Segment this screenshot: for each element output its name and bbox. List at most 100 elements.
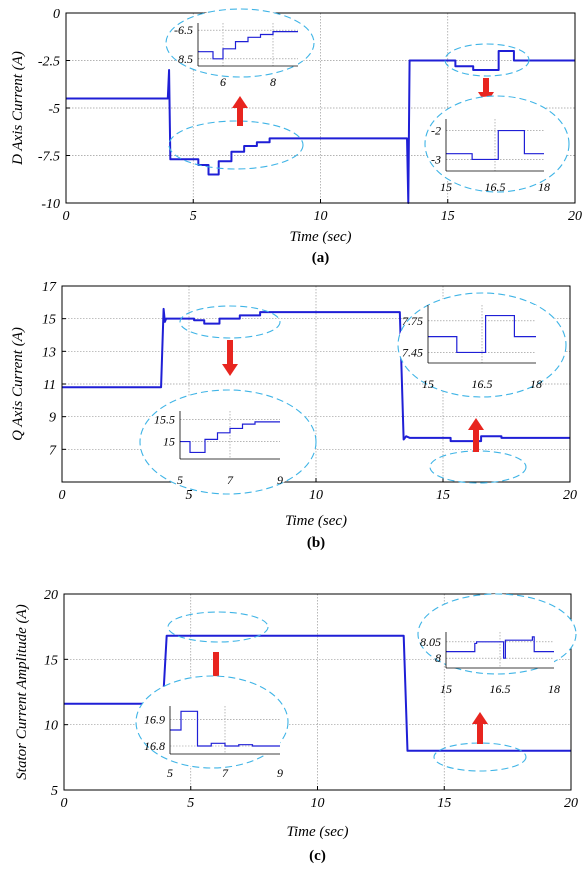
panel-caption: (b): [307, 535, 325, 551]
y-axis-label: D Axis Current (A): [10, 51, 26, 166]
inset-x-tick-label-0: 15: [440, 682, 452, 696]
highlight-ellipse-1: [433, 742, 527, 772]
inset-x-tick-label-0: 5: [167, 766, 173, 780]
inset-series-line: [446, 129, 544, 161]
panel-b: 0 5 10 15 20 17 15 13 11 9 7 Time (sec) Q Axis Curre…: [10, 280, 577, 551]
x-tick-label-0: 0: [59, 488, 66, 503]
inset-y-tick-label-1: 8: [435, 651, 441, 665]
highlight-ellipse-0: [168, 120, 304, 170]
x-tick-label-4: 20: [563, 488, 577, 503]
zoom-arrow-1: [472, 712, 488, 744]
arrow-shaft: [213, 652, 219, 676]
y-tick-label-2: 13: [42, 345, 56, 360]
inset-y-tick-label-0: 15.5: [154, 413, 175, 427]
inset-y-tick-label-1: 16.8: [144, 739, 165, 753]
y-tick-label-4: -10: [41, 197, 60, 212]
inset-x-tick-label-1: 16.5: [490, 682, 511, 696]
inset-y-tick-label-1: 15: [163, 435, 175, 449]
inset-x-tick-label-1: 8: [270, 75, 276, 89]
inset-plot-area: [198, 23, 298, 66]
highlight-ellipse-0: [167, 611, 269, 643]
x-tick-label-4: 20: [564, 796, 578, 811]
arrow-shaft: [483, 78, 489, 92]
zoom-arrow-0: [222, 340, 238, 376]
x-tick-label-3: 15: [436, 488, 450, 503]
arrow-shaft: [477, 724, 483, 744]
series-line: [66, 50, 575, 204]
panel-caption: (c): [309, 848, 326, 864]
inset-y-tick-label-1: 7.45: [402, 345, 423, 359]
inset-x-tick-label-1: 7: [222, 766, 229, 780]
panel-a: 0 5 10 15 20 0 -2.5 -5 -7.5 -10 Time (sec) D Axis C…: [10, 7, 582, 266]
arrow-head: [472, 712, 488, 724]
inset-x-tick-label-0: 6: [220, 75, 226, 89]
arrow-head: [222, 364, 238, 376]
inset-1: 15 16.5 18 7.75 7.45: [397, 292, 567, 398]
y-tick-label-0: 20: [44, 588, 58, 603]
highlight-ellipse-0: [179, 305, 281, 339]
inset-series-line: [170, 710, 280, 747]
panel-caption: (a): [312, 250, 330, 266]
y-tick-label-0: 0: [53, 7, 60, 22]
inset-y-tick-label-1: 8.5: [178, 52, 193, 66]
inset-y-tick-label-0: 7.75: [402, 314, 423, 328]
inset-x-tick-label-0: 15: [440, 180, 452, 194]
x-axis-label: Time (sec): [286, 824, 348, 840]
inset-x-tick-label-1: 7: [227, 473, 234, 487]
inset-x-tick-label-1: 16.5: [472, 377, 493, 391]
y-tick-label-2: -5: [48, 102, 60, 117]
inset-x-tick-label-0: 5: [177, 473, 183, 487]
x-tick-label-2: 10: [311, 796, 325, 811]
inset-y-tick-label-0: -6.5: [174, 23, 193, 37]
y-tick-label-1: 15: [44, 653, 58, 668]
y-tick-label-3: -7.5: [38, 150, 60, 165]
inset-series-line: [446, 636, 554, 659]
arrow-shaft: [227, 340, 233, 364]
x-tick-label-0: 0: [63, 209, 70, 224]
x-tick-label-4: 20: [568, 209, 582, 224]
x-tick-label-2: 10: [314, 209, 328, 224]
inset-0: 5 7 9 16.9 16.8: [135, 675, 289, 780]
inset-0: 5 7 9 15.5 15: [139, 389, 317, 495]
arrow-head: [468, 418, 484, 430]
inset-x-tick-label-0: 15: [422, 377, 434, 391]
inset-series-line: [428, 314, 536, 354]
inset-x-tick-label-1: 16.5: [485, 180, 506, 194]
x-axis-label: Time (sec): [285, 513, 347, 529]
x-tick-label-3: 15: [437, 796, 451, 811]
x-tick-label-1: 5: [187, 796, 194, 811]
x-axis-label: Time (sec): [289, 229, 351, 245]
inset-x-tick-label-2: 18: [538, 180, 550, 194]
y-tick-label-1: 15: [42, 313, 56, 328]
inset-series-line: [198, 31, 298, 60]
x-tick-label-0: 0: [61, 796, 68, 811]
inset-x-tick-label-2: 18: [548, 682, 560, 696]
y-tick-label-5: 7: [49, 443, 57, 458]
inset-0: 6 8 -6.5 8.5: [165, 8, 315, 89]
arrow-shaft: [237, 108, 243, 126]
inset-y-tick-label-0: -2: [431, 124, 441, 138]
zoom-arrow-0: [232, 96, 248, 126]
y-tick-label-3: 5: [51, 784, 58, 799]
x-tick-label-1: 5: [190, 209, 197, 224]
inset-1: 15 16.5 18 8.05 8: [417, 593, 577, 696]
x-tick-label-1: 5: [186, 488, 193, 503]
inset-x-tick-label-2: 9: [277, 766, 283, 780]
highlight-ellipse-1: [444, 43, 530, 77]
x-tick-label-2: 10: [309, 488, 323, 503]
inset-y-tick-label-0: 16.9: [144, 712, 165, 726]
inset-plot-area: [446, 119, 544, 171]
y-axis-label: Stator Current Amplitude (A): [14, 604, 30, 779]
inset-x-tick-label-2: 9: [277, 473, 283, 487]
y-tick-label-4: 9: [49, 411, 56, 426]
inset-x-tick-label-2: 18: [530, 377, 542, 391]
x-tick-label-3: 15: [441, 209, 455, 224]
inset-y-tick-label-1: -3: [431, 152, 441, 166]
arrow-shaft: [473, 430, 479, 452]
zoom-arrow-1: [468, 418, 484, 452]
y-tick-label-0: 17: [42, 280, 57, 295]
inset-y-tick-label-0: 8.05: [420, 635, 441, 649]
inset-1: 15 16.5 18 -2 -3: [424, 95, 570, 194]
